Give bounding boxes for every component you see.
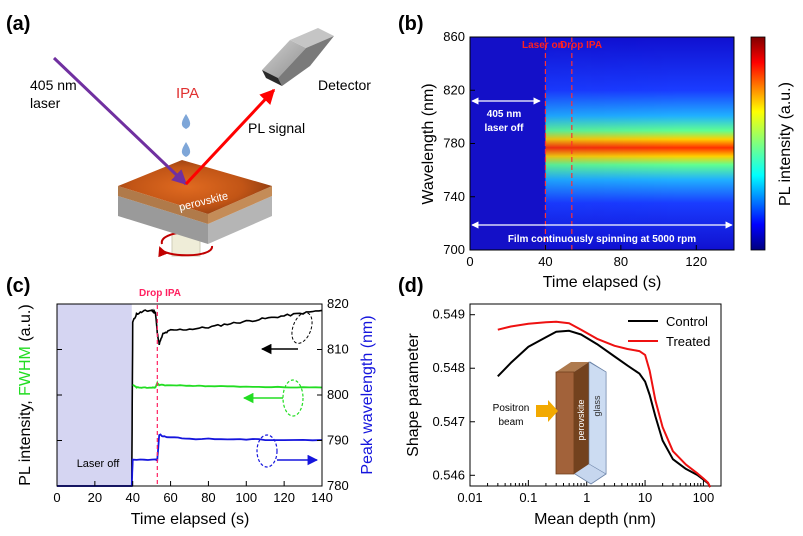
panel-label-a: (a) [6, 13, 30, 35]
laser-label-2: laser [30, 95, 61, 111]
c-x-tick-label: 20 [88, 490, 102, 505]
inset-glass-label: glass [592, 395, 602, 417]
c-x-tick-label: 60 [163, 490, 177, 505]
laser-off-annotation-2: laser off [485, 123, 525, 134]
b-y-axis-title: Wavelength (nm) [420, 83, 437, 204]
inset-perovskite-label: perovskite [576, 399, 586, 440]
b-x-tick-label: 0 [466, 254, 473, 269]
c-y2-tick-label: 800 [327, 387, 349, 402]
c-x-tick-label: 100 [235, 490, 257, 505]
panel-label-d-text: (d) [398, 275, 424, 297]
spinning-annotation: Film continuously spinning at 5000 rpm [508, 234, 696, 245]
c-x-axis-title: Time elapsed (s) [131, 511, 250, 528]
legend-label-treated: Treated [666, 334, 710, 349]
b-y-tick-label: 700 [443, 242, 465, 257]
d-ticks: 0.01 0.1 1 10 100 0.546 0.547 0.548 0.549 [432, 307, 722, 505]
d-inset: perovskite glass Positron beam [493, 361, 607, 485]
laser-label-1: 405 nm [30, 77, 77, 93]
colorbar-title: PL intensity (a.u.) [777, 82, 794, 206]
d-x-tick-label: 0.01 [457, 490, 482, 505]
d-series-line-control [497, 329, 711, 488]
c-x-tick-label: 0 [53, 490, 60, 505]
b-y-tick-label: 740 [443, 189, 465, 204]
panel-label-c: (c) [6, 275, 30, 297]
droplet-icon-2 [181, 142, 191, 157]
d-legend: Control Treated [628, 314, 710, 349]
b-y-tick-label: 780 [443, 136, 465, 151]
b-x-tick-label: 40 [538, 254, 552, 269]
d-frame [469, 303, 722, 487]
c-series-line-1 [132, 380, 323, 389]
c-y2-tick-label: 810 [327, 342, 349, 357]
panel-label-b: (b) [398, 13, 424, 35]
c-y2-axis-title: Peak wavelength (nm) [359, 315, 376, 474]
panel-d: (d) 0.01 0.1 1 10 100 0.546 0.547 0.548 0.549 Co… [398, 275, 722, 528]
c-x-tick-label: 40 [125, 490, 139, 505]
c-y-axis-title: PL intensity, FWHM (a.u.) [17, 304, 34, 485]
droplet-icon [181, 114, 191, 129]
ipa-label: IPA [176, 85, 199, 102]
pl-signal-beam [184, 88, 276, 186]
d-series-line-treated [497, 320, 712, 488]
panel-c: (c) Laser off Drop IPA 0 20 40 60 80 100 120 14… [6, 275, 376, 528]
laser-on-label: Laser on [522, 40, 564, 51]
d-y-tick-label: 0.546 [432, 467, 465, 482]
colorbar [750, 36, 766, 251]
d-x-tick-label: 0.1 [519, 490, 537, 505]
d-x-tick-label: 1 [583, 490, 590, 505]
c-ylabel-part1: PL intensity, [17, 396, 34, 486]
heatmap-ticks: 0 40 80 120 700 740 780 820 860 [443, 29, 707, 269]
d-y-tick-label: 0.548 [432, 360, 465, 375]
b-x-tick-label: 120 [685, 254, 707, 269]
peak-ellipse [256, 434, 278, 468]
c-y2-tick-label: 780 [327, 478, 349, 493]
detector-label: Detector [318, 77, 371, 93]
d-y-axis-title: Shape parameter [405, 333, 422, 457]
d-y-tick-label: 0.549 [432, 307, 465, 322]
b-y-tick-label: 820 [443, 82, 465, 97]
heatmap-emission-band [545, 37, 734, 250]
inset-beam-label-2: beam [498, 417, 523, 428]
laser-off-label: Laser off [77, 458, 121, 470]
c-x-tick-label: 120 [273, 490, 295, 505]
detector-icon [262, 28, 334, 86]
drop-ipa-label: Drop IPA [560, 40, 602, 51]
fwhm-ellipse [282, 379, 304, 417]
c-series-line-0 [57, 308, 323, 487]
d-x-tick-label: 100 [693, 490, 715, 505]
rotation-arrow-icon-2 [158, 245, 213, 258]
c-series-line-2 [57, 433, 323, 487]
c-x-tick-label: 80 [201, 490, 215, 505]
d-y-tick-label: 0.547 [432, 414, 465, 429]
laser-off-annotation-1: 405 nm [487, 109, 522, 120]
d-x-axis-title: Mean depth (nm) [534, 511, 656, 528]
c-x-tick-label: 140 [311, 490, 333, 505]
pl-signal-label: PL signal [248, 120, 305, 136]
c-series [57, 308, 323, 487]
panel-a: (a) perovskite 405 nm laser PL signal IP… [6, 13, 371, 258]
c-drop-ipa-label: Drop IPA [139, 288, 181, 299]
panel-b: (b) Laser on Drop IPA 405 nm laser off F… [398, 13, 794, 291]
legend-label-control: Control [666, 314, 708, 329]
c-y2-tick-label: 790 [327, 433, 349, 448]
positron-arrow-icon [536, 400, 558, 422]
b-y-tick-label: 860 [443, 29, 465, 44]
inset-beam-label-1: Positron [493, 403, 530, 414]
d-series [497, 320, 712, 488]
laser-beam [52, 56, 188, 186]
heatmap-plot: Laser on Drop IPA 405 nm laser off Film … [443, 29, 735, 269]
c-y2-tick-label: 820 [327, 296, 349, 311]
laser-off-region [57, 304, 132, 486]
b-x-axis-title: Time elapsed (s) [543, 274, 662, 291]
c-ylabel-fwhm: FWHM [17, 346, 34, 396]
substrate: perovskite [118, 160, 272, 244]
d-x-tick-label: 10 [638, 490, 652, 505]
b-x-tick-label: 80 [614, 254, 628, 269]
pl-ellipse [291, 312, 313, 344]
c-ylabel-part3: (a.u.) [17, 304, 34, 346]
